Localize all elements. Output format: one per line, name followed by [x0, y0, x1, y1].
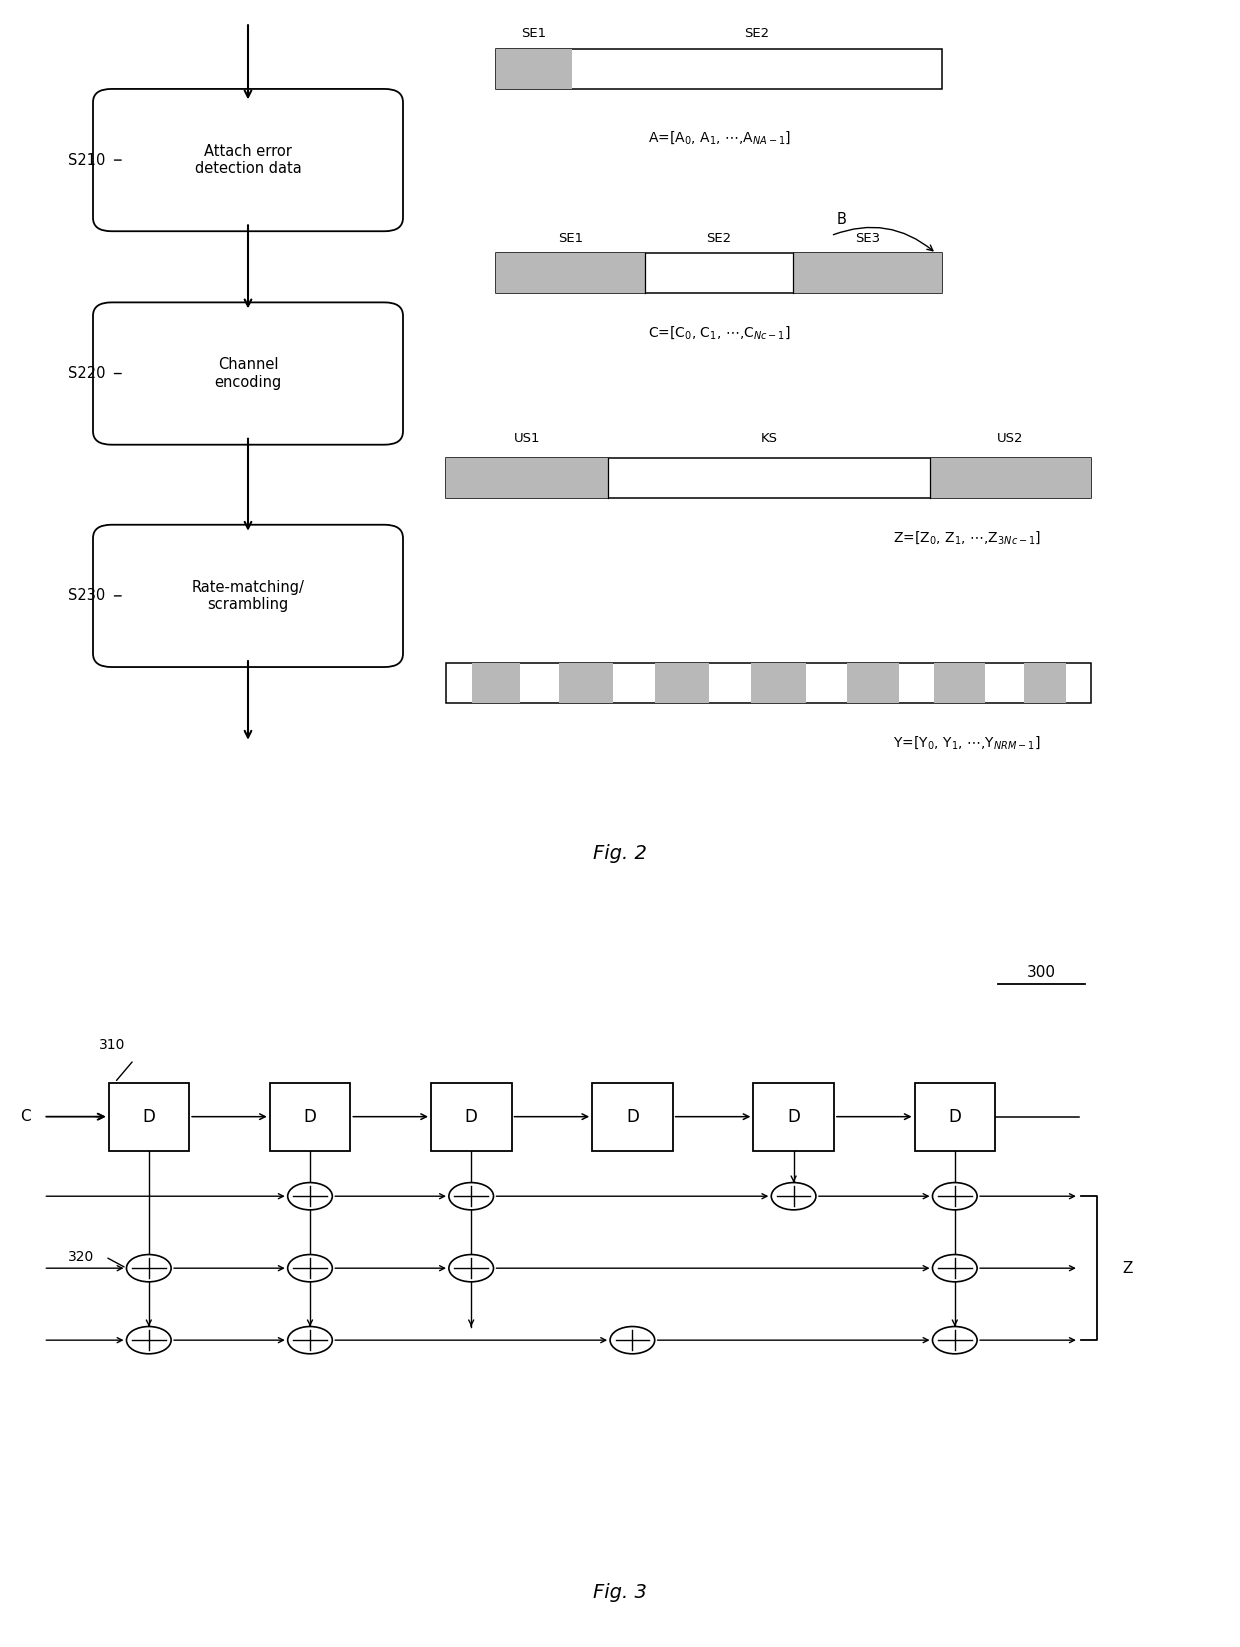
Text: D: D: [304, 1108, 316, 1125]
Text: KS: KS: [760, 432, 777, 445]
Text: US2: US2: [997, 432, 1024, 445]
Ellipse shape: [126, 1255, 171, 1281]
Bar: [496, 254, 942, 293]
Bar: [847, 662, 899, 703]
Text: Rate-matching/
scrambling: Rate-matching/ scrambling: [191, 580, 305, 613]
Text: S210: S210: [68, 153, 105, 168]
Text: SE2: SE2: [744, 26, 770, 40]
Text: US1: US1: [513, 432, 541, 445]
Text: SE1: SE1: [558, 232, 583, 244]
Ellipse shape: [288, 1326, 332, 1354]
Text: D: D: [787, 1108, 800, 1125]
Text: SE1: SE1: [521, 26, 547, 40]
Text: 320: 320: [68, 1250, 94, 1263]
Text: Channel
encoding: Channel encoding: [215, 357, 281, 390]
Text: Z: Z: [1122, 1260, 1132, 1276]
Bar: [794, 254, 942, 293]
FancyBboxPatch shape: [93, 303, 403, 445]
Text: Attach error
detection data: Attach error detection data: [195, 143, 301, 176]
Text: 300: 300: [1027, 965, 1056, 980]
Text: D: D: [949, 1108, 961, 1125]
Bar: [930, 458, 1091, 497]
Text: C: C: [20, 1108, 31, 1125]
Text: S220: S220: [68, 366, 105, 380]
Text: Y=[Y$_0$, Y$_1$, $\cdots$,Y$_{NRM-1}$]: Y=[Y$_0$, Y$_1$, $\cdots$,Y$_{NRM-1}$]: [893, 735, 1042, 751]
Bar: [593, 1082, 672, 1151]
Text: Fig. 2: Fig. 2: [593, 843, 647, 863]
FancyBboxPatch shape: [93, 525, 403, 667]
FancyBboxPatch shape: [93, 89, 403, 231]
Ellipse shape: [126, 1326, 171, 1354]
Text: S230: S230: [68, 588, 105, 603]
Ellipse shape: [610, 1326, 655, 1354]
Ellipse shape: [449, 1255, 494, 1281]
Bar: [446, 458, 1091, 497]
Ellipse shape: [932, 1183, 977, 1211]
Bar: [496, 49, 942, 89]
Text: B: B: [837, 212, 847, 227]
Bar: [754, 1082, 835, 1151]
Bar: [559, 662, 614, 703]
Ellipse shape: [771, 1183, 816, 1211]
Bar: [446, 662, 1091, 703]
Text: 310: 310: [99, 1038, 125, 1052]
Text: C=[C$_0$, C$_1$, $\cdots$,C$_{Nc-1}$]: C=[C$_0$, C$_1$, $\cdots$,C$_{Nc-1}$]: [647, 324, 791, 341]
Ellipse shape: [288, 1255, 332, 1281]
Bar: [1024, 662, 1065, 703]
Bar: [751, 662, 806, 703]
Text: A=[A$_0$, A$_1$, $\cdots$,A$_{NA-1}$]: A=[A$_0$, A$_1$, $\cdots$,A$_{NA-1}$]: [647, 128, 791, 147]
Text: SE3: SE3: [856, 232, 880, 244]
Text: Fig. 3: Fig. 3: [593, 1583, 647, 1601]
Text: D: D: [626, 1108, 639, 1125]
Bar: [446, 458, 608, 497]
Ellipse shape: [449, 1183, 494, 1211]
Ellipse shape: [932, 1255, 977, 1281]
Bar: [496, 254, 645, 293]
Bar: [915, 1082, 994, 1151]
Bar: [496, 49, 572, 89]
Bar: [109, 1082, 190, 1151]
Bar: [655, 662, 709, 703]
Text: D: D: [143, 1108, 155, 1125]
Text: SE2: SE2: [707, 232, 732, 244]
Bar: [472, 662, 521, 703]
Text: Z=[Z$_0$, Z$_1$, $\cdots$,Z$_{3Nc-1}$]: Z=[Z$_0$, Z$_1$, $\cdots$,Z$_{3Nc-1}$]: [893, 529, 1042, 547]
Ellipse shape: [288, 1183, 332, 1211]
Text: D: D: [465, 1108, 477, 1125]
Bar: [934, 662, 986, 703]
Bar: [432, 1082, 512, 1151]
Ellipse shape: [932, 1326, 977, 1354]
Bar: [270, 1082, 350, 1151]
